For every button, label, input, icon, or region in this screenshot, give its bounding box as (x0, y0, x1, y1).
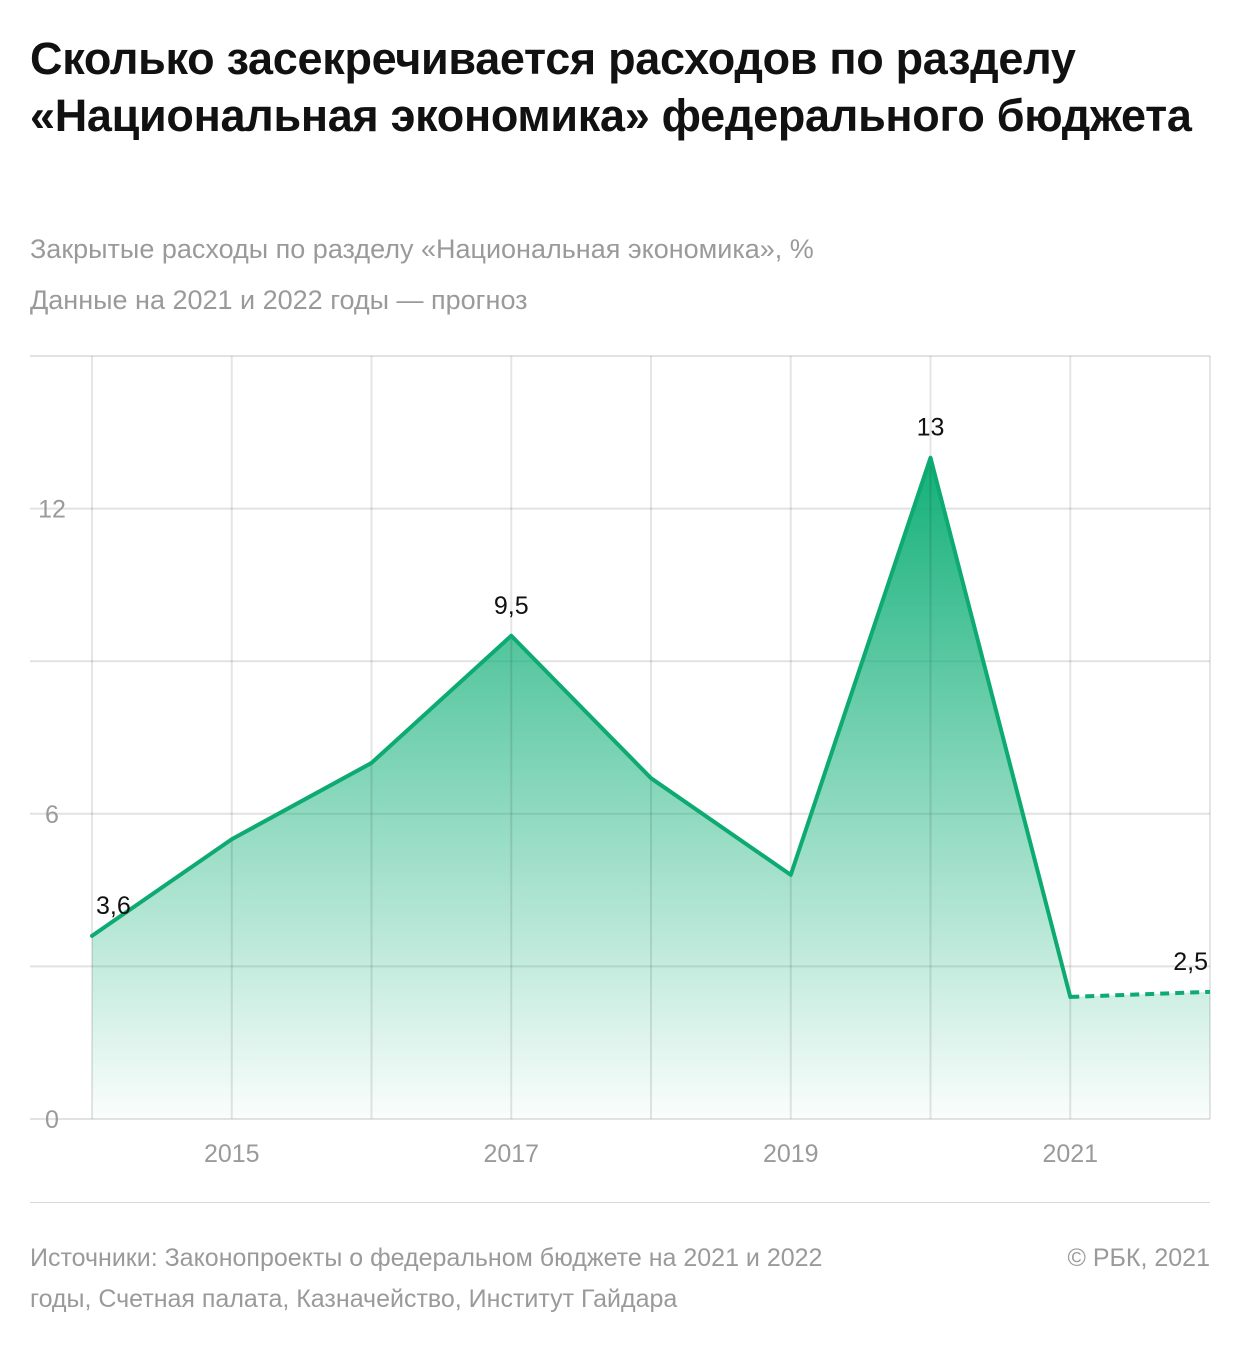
data-label: 2,5 (1173, 948, 1208, 976)
y-tick-label: 0 (45, 1106, 59, 1134)
data-label: 9,5 (494, 592, 529, 620)
series-line-forecast (1070, 989, 1211, 999)
x-tick-label: 2021 (1042, 1140, 1098, 1168)
x-tick-label: 2019 (763, 1140, 819, 1168)
area-fill-layer (92, 457, 1210, 1119)
chart-subtitle: Закрытые расходы по разделу «Национальна… (30, 234, 814, 264)
data-label: 3,6 (96, 892, 131, 920)
area-chart: 0 6 12 2015 2017 2019 2021 3,6 9,5 13 2,5 (30, 355, 1211, 1168)
series-line-layer (90, 455, 1211, 999)
x-tick-label: 2017 (483, 1140, 539, 1168)
source-note: Источники: Законопроекты о федеральном б… (30, 1244, 823, 1313)
labels: 0 6 12 2015 2017 2019 2021 3,6 9,5 13 2,5 (38, 414, 1208, 1168)
vertical-grid (91, 356, 1211, 1119)
data-label: 13 (917, 414, 945, 442)
forecast-note: Данные на 2021 и 2022 годы — прогноз (30, 285, 528, 315)
copyright: © РБК, 2021 (1067, 1244, 1210, 1272)
y-tick-label: 12 (38, 496, 66, 524)
chart-title: Сколько засекречивается расходов по разд… (30, 33, 1192, 141)
series-line-actual (90, 455, 1073, 999)
y-tick-label: 6 (45, 801, 59, 829)
area-fill (92, 457, 1210, 1119)
footer-divider (30, 1202, 1210, 1203)
x-tick-label: 2015 (204, 1140, 260, 1168)
